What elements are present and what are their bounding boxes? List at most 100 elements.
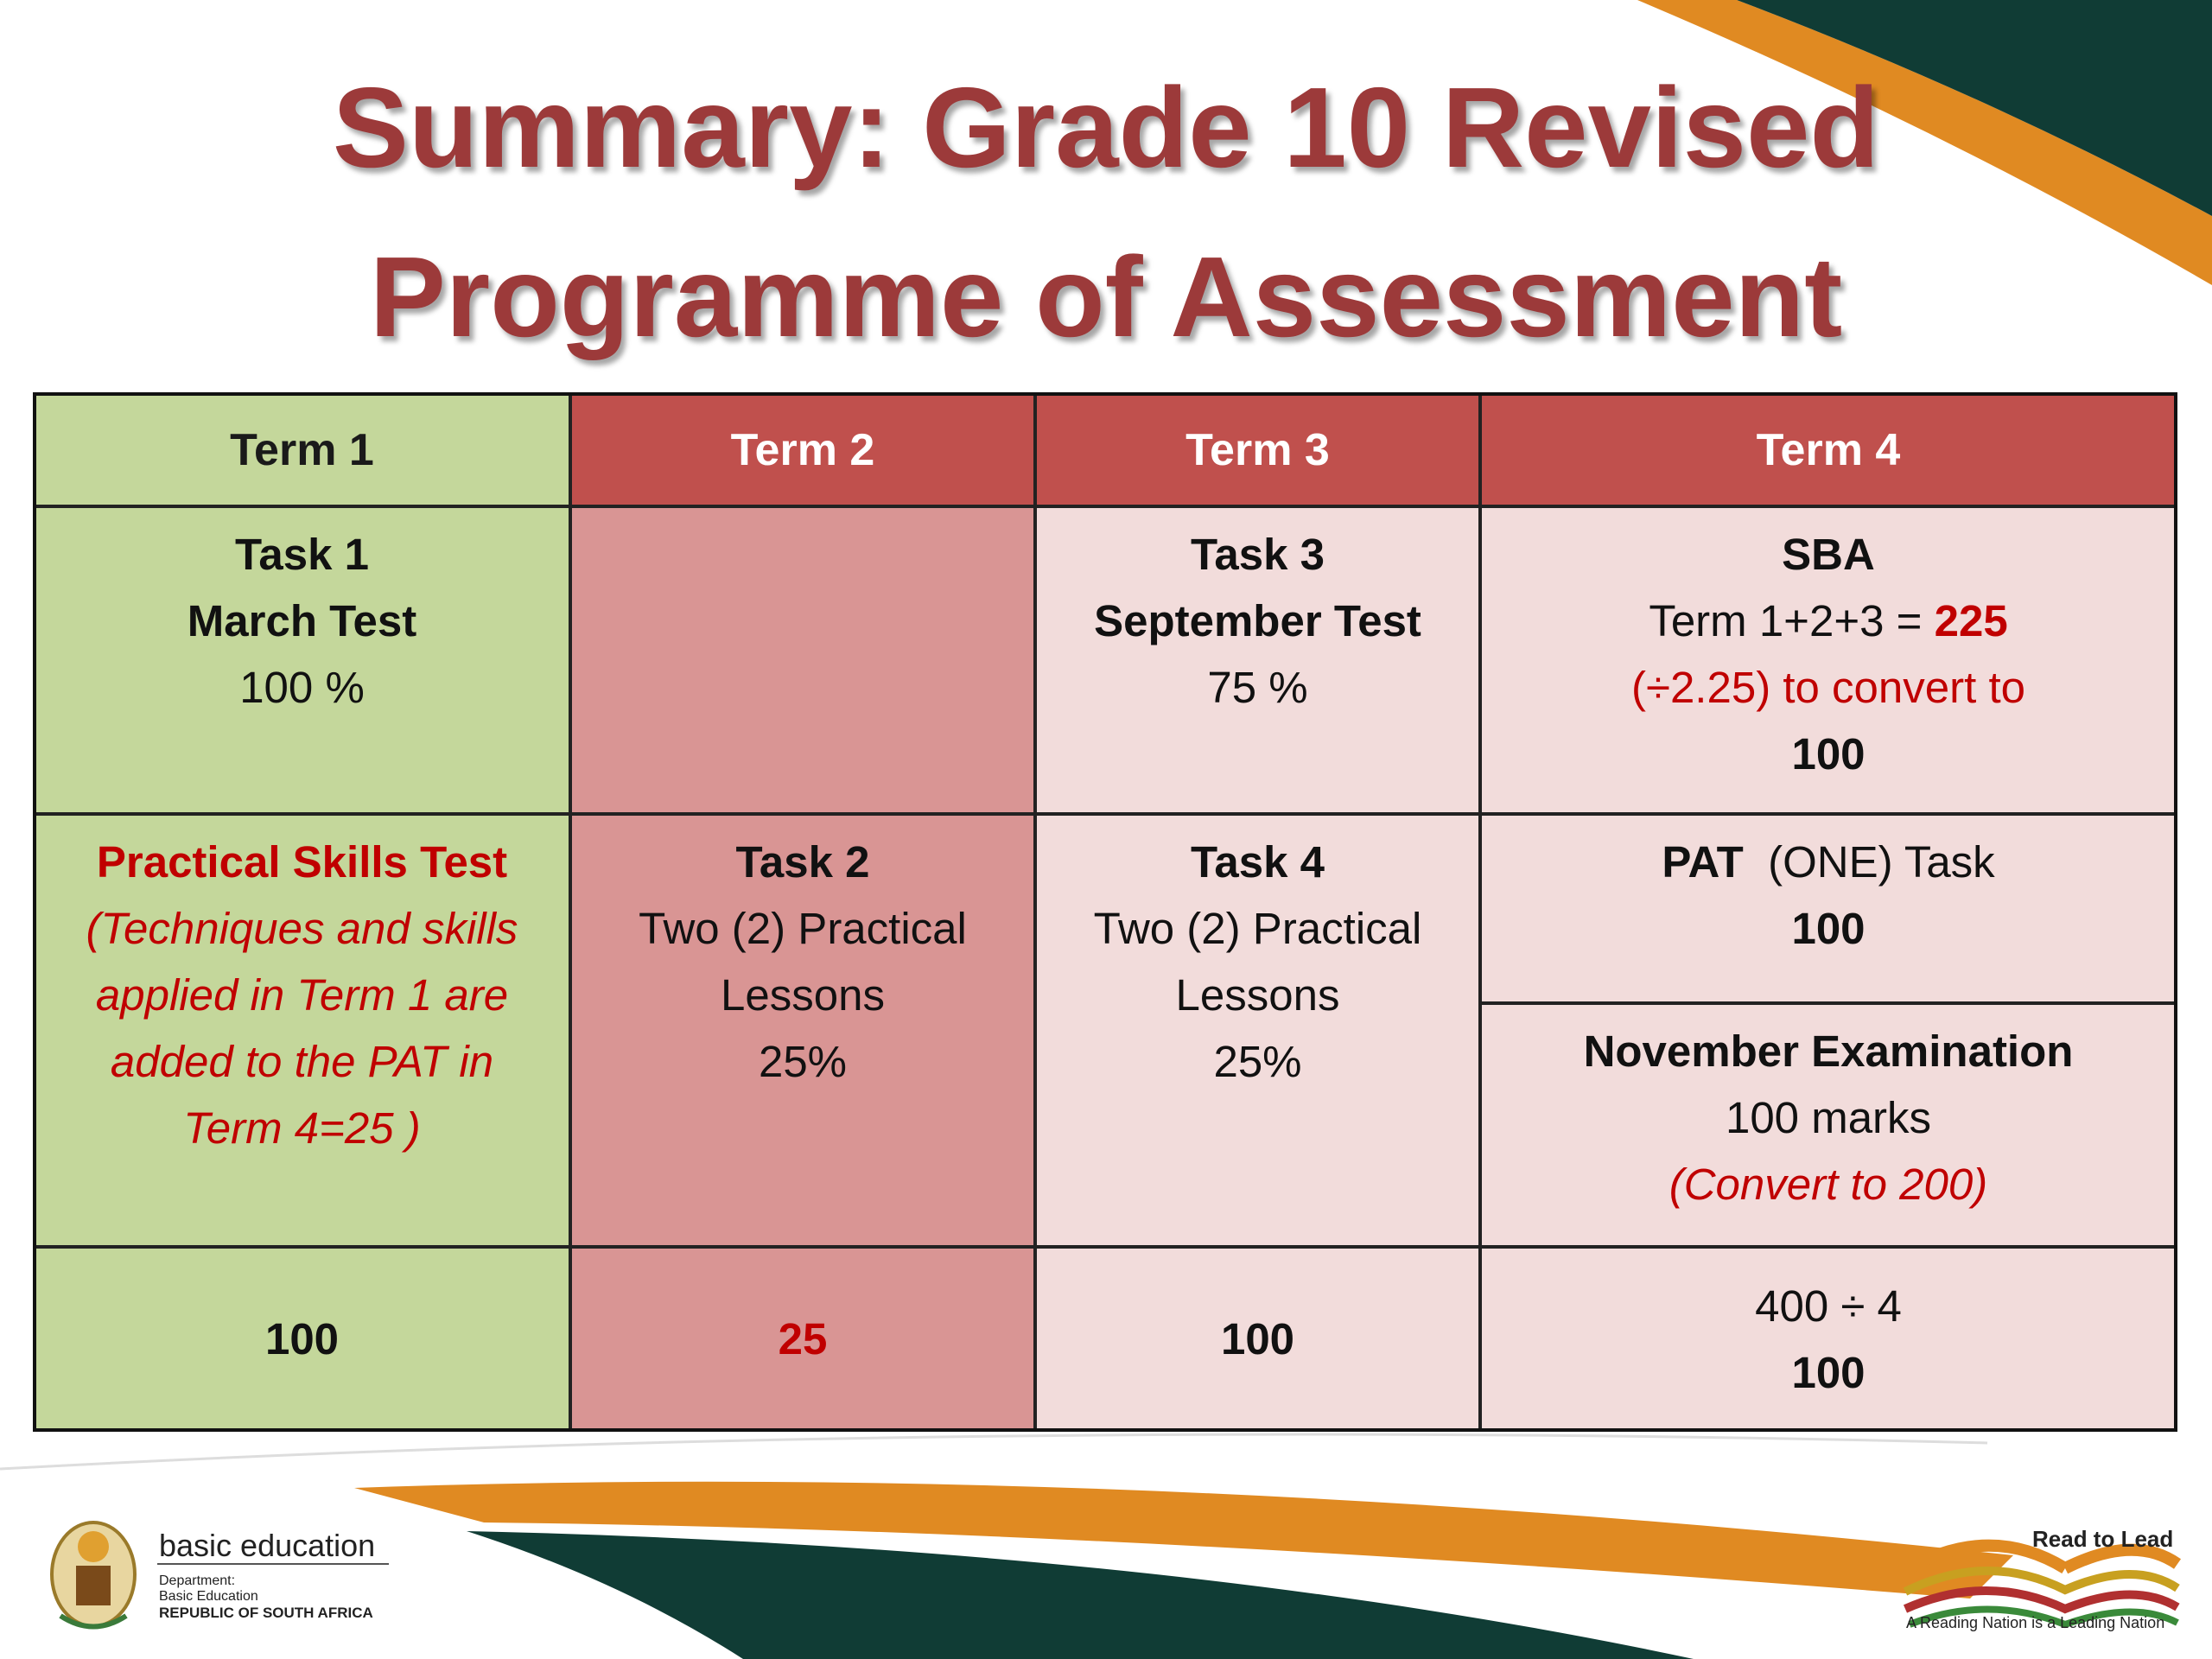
cell-line: Two (2) Practical — [572, 895, 1033, 962]
body-cell: Task 2 Two (2) Practical Lessons 25% — [570, 814, 1035, 1247]
header-cell: Term 4 — [1480, 393, 2177, 506]
logo-name: basic education — [159, 1528, 376, 1563]
body-cell: SBA Term 1+2+3 = 225 (÷2.25) to convert to… — [1480, 506, 2177, 814]
cell-line: (Convert to 200) — [1482, 1151, 2175, 1217]
cell-text: 225 — [1934, 596, 2008, 645]
cell-line: added to the PAT in — [35, 1028, 569, 1095]
cell-text: March Test — [187, 596, 417, 645]
body-cell: 25 — [570, 1247, 1035, 1431]
cell-line: November Examination — [1482, 1018, 2175, 1084]
cell-text: PAT — [1662, 837, 1744, 887]
book-logo — [1897, 1539, 2182, 1629]
cell-text: 100 — [1791, 904, 1866, 953]
cell-text: 100 marks — [1725, 1093, 1932, 1142]
cell-line: Task 4 — [1037, 829, 1478, 895]
body-cell: November Examination 100 marks (Convert to… — [1480, 1003, 2177, 1247]
body-cell: Task 4 Two (2) Practical Lessons 25% — [1035, 814, 1480, 1247]
logo-line: REPUBLIC OF SOUTH AFRICA — [159, 1605, 373, 1621]
body-cell: PAT (ONE) Task 100 — [1480, 814, 2177, 1003]
cell-line: 100 — [35, 1306, 569, 1372]
divider-curve — [0, 1433, 1988, 1471]
cell-text: 25% — [1213, 1037, 1302, 1086]
cell-text: 25 — [778, 1314, 828, 1363]
cell-line: Task 3 — [1037, 521, 1478, 588]
cell-text: 100 — [1220, 1314, 1295, 1363]
cell-line: Lessons — [572, 962, 1033, 1028]
cell-text: 100 % — [239, 663, 365, 712]
cell-line: Lessons — [1037, 962, 1478, 1028]
cell-text: added to the PAT in — [110, 1037, 494, 1086]
title-line: Programme of Assessment — [369, 233, 1843, 360]
read-to-lead: Read to Lead — [2032, 1526, 2174, 1552]
header-cell: Term 3 — [1035, 393, 1480, 506]
header-text: Term 2 — [730, 424, 875, 475]
cell-line: 25% — [572, 1028, 1033, 1095]
header-cell: Term 1 — [34, 393, 570, 506]
cell-text: (Convert to 200) — [1669, 1160, 1988, 1209]
cell-text: (÷2.25) to convert to — [1630, 663, 2026, 712]
cell-text: Two (2) Practical — [639, 904, 967, 953]
cell-line: (Techniques and skills — [35, 895, 569, 962]
cell-text: Term 1+2+3 = — [1649, 596, 1935, 645]
top-green-swoosh — [1737, 0, 2212, 216]
bottom-green-swoosh — [467, 1531, 1694, 1659]
cell-text: 100 — [1791, 729, 1866, 779]
body-cell: Practical Skills Test (Techniques and ski… — [34, 814, 570, 1247]
cell-text: 100 — [264, 1314, 340, 1363]
cell-line: 100 — [1482, 721, 2175, 787]
cell-line: Term 4=25 ) — [35, 1095, 569, 1161]
cell-line: PAT (ONE) Task — [1482, 829, 2175, 895]
cell-text: applied in Term 1 are — [95, 970, 509, 1020]
coat-of-arms — [50, 1521, 137, 1630]
cell-text: September Test — [1094, 596, 1421, 645]
cell-line: Practical Skills Test — [35, 829, 569, 895]
cell-line: applied in Term 1 are — [35, 962, 569, 1028]
body-cell — [570, 506, 1035, 814]
cell-text: Lessons — [721, 970, 885, 1020]
bottom-orange-swoosh — [354, 1481, 2013, 1599]
cell-text: (Techniques and skills — [86, 904, 518, 953]
cell-text: Task 3 — [1191, 530, 1325, 579]
cell-text: 100 — [1791, 1347, 1866, 1397]
cell-line: 25% — [1037, 1028, 1478, 1095]
header-text: Term 4 — [1756, 424, 1901, 475]
cell-line: Two (2) Practical — [1037, 895, 1478, 962]
cell-line: Term 1+2+3 = 225 — [1482, 588, 2175, 654]
cell-text: November Examination — [1583, 1027, 2074, 1076]
cell-line: 400 ÷ 4 — [1482, 1273, 2175, 1339]
cell-text: Term 4=25 ) — [183, 1103, 421, 1153]
cell-line: 100 — [1037, 1306, 1478, 1372]
logo-line: Department: — [159, 1573, 236, 1588]
body-cell: Task 1 March Test 100 % — [34, 506, 570, 814]
cell-text: SBA — [1782, 530, 1875, 579]
cell-line: September Test — [1037, 588, 1478, 654]
cell-text: Task 4 — [1191, 837, 1325, 887]
header-text: Term 1 — [230, 424, 374, 475]
cell-text: 25% — [758, 1037, 848, 1086]
header-text: Term 3 — [1185, 424, 1330, 475]
cell-text: Lessons — [1175, 970, 1340, 1020]
cell-line: 100 marks — [1482, 1084, 2175, 1151]
cell-text: 75 % — [1207, 663, 1308, 712]
cell-text: Task 2 — [735, 837, 870, 887]
cell-line: 100 — [1482, 895, 2175, 962]
cell-text: Practical Skills Test — [96, 837, 508, 887]
cell-line: 100 % — [35, 654, 569, 721]
body-cell: 100 — [1035, 1247, 1480, 1431]
title-line: Summary: Grade 10 Revised — [332, 64, 1880, 191]
cell-line: Task 2 — [572, 829, 1033, 895]
logo-line: Basic Education — [159, 1589, 258, 1604]
header-cell: Term 2 — [570, 393, 1035, 506]
body-cell: 400 ÷ 4 100 — [1480, 1247, 2177, 1431]
cell-line: (÷2.25) to convert to — [1482, 654, 2175, 721]
cell-line: SBA — [1482, 521, 2175, 588]
cell-line: 25 — [572, 1306, 1033, 1372]
cell-line: 75 % — [1037, 654, 1478, 721]
cell-line: 100 — [1482, 1339, 2175, 1406]
cell-text: (ONE) Task — [1743, 837, 1995, 887]
body-cell: Task 3 September Test 75 % — [1035, 506, 1480, 814]
body-cell: 100 — [34, 1247, 570, 1431]
cell-text: Task 1 — [235, 530, 369, 579]
